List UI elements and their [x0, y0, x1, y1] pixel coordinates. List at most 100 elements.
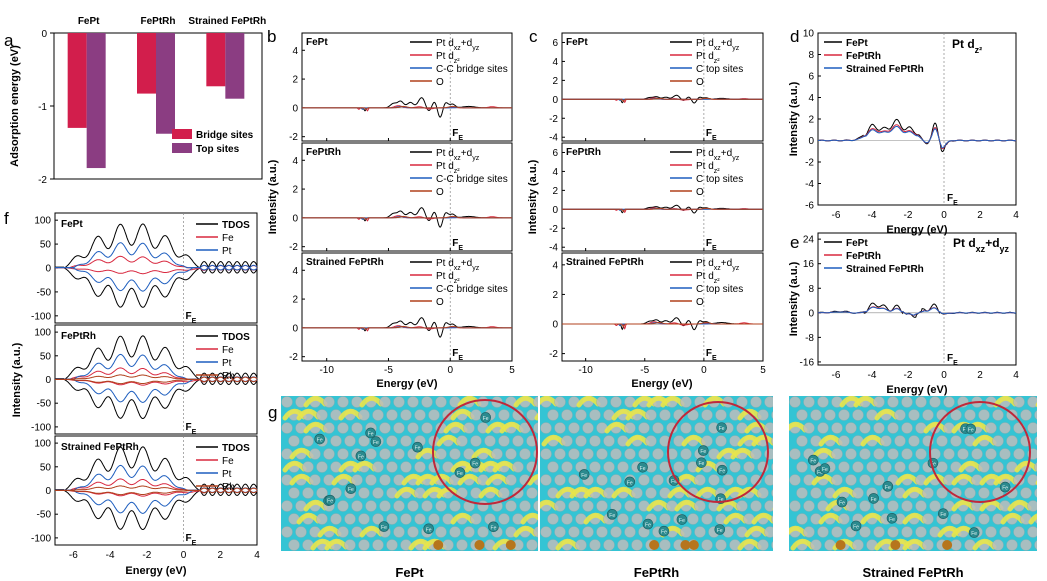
fe-atom-label: Fe	[1002, 486, 1008, 492]
atom	[971, 448, 983, 460]
y-tick-label: -4	[805, 179, 814, 190]
fermi-label: FE	[186, 311, 197, 325]
fe-atom	[606, 509, 618, 520]
atom	[852, 487, 864, 499]
highlight-circle	[929, 401, 1031, 503]
atom	[407, 500, 419, 512]
y-tick-label: 8	[808, 284, 814, 295]
atom	[887, 396, 899, 408]
label-part: xz	[976, 244, 986, 254]
atom	[463, 422, 475, 434]
label-part: yz	[472, 155, 480, 162]
fe-atom-label: Fe	[968, 428, 974, 434]
subpanel-title: FePtRh	[566, 147, 601, 158]
atom	[568, 474, 580, 486]
atom	[680, 526, 692, 538]
atom	[568, 448, 580, 460]
atom	[540, 474, 552, 486]
legend-label: FePt	[846, 38, 868, 49]
atom	[838, 461, 850, 473]
atom	[477, 526, 489, 538]
y-tick-label: 0	[552, 205, 558, 216]
panel-a: 0 -1 -2 Adsorption energy (eV) FePt FePtRh Str…	[9, 16, 266, 186]
atom	[887, 448, 899, 460]
atom	[288, 435, 300, 447]
atom	[393, 396, 405, 408]
y-tick-label: 100	[34, 216, 51, 227]
label-part: E	[712, 135, 717, 142]
atom	[852, 539, 864, 551]
category-label: Strained FePtRh	[188, 16, 266, 27]
series-line-strained-feptrh	[818, 306, 1016, 316]
label-part: z²	[714, 168, 721, 175]
y-tick-label: 2	[552, 290, 558, 301]
label-part: F	[186, 311, 192, 322]
atom	[596, 500, 608, 512]
atom	[1006, 539, 1018, 551]
fermi-label: FE	[947, 353, 958, 367]
atom	[831, 448, 843, 460]
atom	[631, 513, 643, 525]
atom	[379, 474, 391, 486]
legend-label: Pt	[222, 246, 232, 257]
atom	[435, 526, 447, 538]
fe-atom-label: Fe	[971, 531, 977, 537]
fe-atom-label: Fe	[817, 470, 823, 476]
atom	[582, 526, 594, 538]
atom	[859, 500, 871, 512]
y-axis-label: Intensity (a.u.)	[11, 342, 23, 417]
atom	[789, 474, 801, 486]
legend-label: Pt dz²	[436, 271, 460, 285]
subpanel-title: FePt	[306, 37, 328, 48]
atom	[978, 461, 990, 473]
atom	[463, 526, 475, 538]
fe-atom	[469, 457, 481, 469]
atom	[540, 526, 552, 538]
series-line-o	[562, 207, 763, 212]
x-tick-label: 0	[447, 365, 453, 376]
atom	[779, 449, 790, 460]
label-part: yz	[732, 265, 740, 272]
fe-atom	[850, 520, 862, 532]
label-part: E	[712, 355, 717, 362]
atom	[950, 513, 962, 525]
atom	[365, 474, 377, 486]
atom	[379, 396, 391, 408]
legend-label: Pt dz²	[436, 51, 460, 65]
y-axis-label: Intensity (a.u.)	[267, 159, 279, 234]
atom	[964, 409, 976, 421]
y-tick-label: 2	[552, 76, 558, 87]
atom	[379, 422, 391, 434]
y-tick-label: 50	[40, 462, 52, 473]
atom	[421, 500, 433, 512]
legend-label: Pt dxz+dyz	[436, 148, 480, 162]
label-part: xz	[714, 45, 722, 52]
series-line-rh	[55, 489, 258, 496]
edge-atom	[649, 540, 660, 550]
atom	[1034, 488, 1037, 498]
atom	[589, 435, 601, 447]
fe-atom	[488, 521, 499, 533]
y-tick-label: 0	[45, 486, 51, 497]
edge-atom	[505, 540, 516, 550]
panel-d: 10 8 6 4 2 0 -2 -4 -6 FePt FePtRh Strained FePtRh FE…	[803, 29, 1017, 212]
atom	[873, 474, 885, 486]
atom	[288, 487, 300, 499]
series-line-o	[302, 325, 512, 330]
label-part: +d	[721, 38, 732, 49]
x-tick-label: 2	[977, 210, 983, 221]
atom	[589, 409, 601, 421]
atom	[281, 422, 293, 434]
fe-atom-label: Fe	[581, 473, 587, 479]
series-line-tdos	[55, 377, 258, 419]
atom	[1042, 475, 1047, 486]
atom	[302, 487, 314, 499]
atom	[589, 461, 601, 473]
atom	[400, 435, 412, 447]
legend-label: Pt dxz+dyz	[436, 258, 480, 272]
panel-letter-d: d	[790, 27, 799, 46]
atom	[470, 513, 482, 525]
